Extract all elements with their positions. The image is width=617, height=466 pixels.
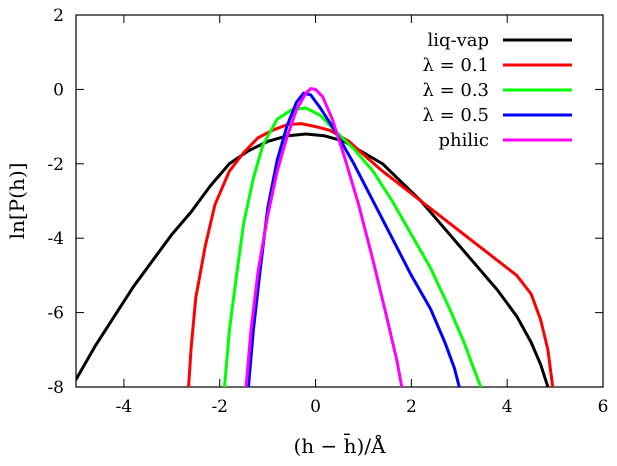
y-tick-label: -6 xyxy=(47,304,64,324)
x-axis-label: (h − h̄)/Å xyxy=(293,433,386,458)
series-line-0-5 xyxy=(246,91,461,387)
x-tick-label: 2 xyxy=(406,397,417,417)
y-tick-label: -2 xyxy=(47,155,64,175)
x-tick-label: 4 xyxy=(502,397,513,417)
y-tick-label: 2 xyxy=(53,6,64,26)
y-axis-label: ln[P(h)] xyxy=(5,163,29,240)
y-tick-label: -8 xyxy=(47,378,64,398)
plot-frame xyxy=(75,14,604,388)
ticks-group: -4 -2 0 2 4 6 -8 -6 -4 -2 0 2 xyxy=(47,6,608,417)
y-tick-label: 0 xyxy=(53,80,64,100)
series-line-0-1 xyxy=(187,122,555,387)
legend: liq-vap λ = 0.1 λ = 0.3 λ = 0.5 philic xyxy=(422,30,572,151)
series-line-philic xyxy=(244,87,404,387)
y-tick-label: -4 xyxy=(47,229,64,249)
series-group xyxy=(76,87,555,387)
legend-label: λ = 0.3 xyxy=(422,80,489,101)
series-line-0-3 xyxy=(223,106,483,387)
series-line-liq-vap xyxy=(76,132,550,387)
legend-label: liq-vap xyxy=(427,30,489,51)
legend-label: philic xyxy=(439,130,489,151)
legend-label: λ = 0.5 xyxy=(422,105,489,126)
x-tick-label: -4 xyxy=(116,397,133,417)
x-tick-label: 0 xyxy=(310,397,321,417)
x-tick-label: -2 xyxy=(211,397,228,417)
x-tick-label: 6 xyxy=(598,397,609,417)
legend-label: λ = 0.1 xyxy=(422,55,489,76)
